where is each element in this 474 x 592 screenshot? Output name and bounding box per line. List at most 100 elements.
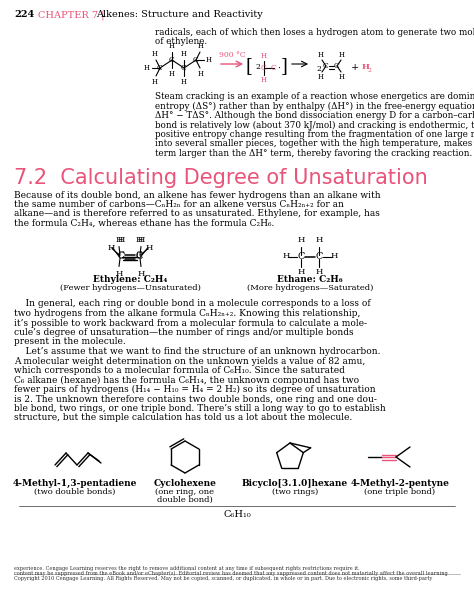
Text: H: H [115,269,123,278]
Text: H: H [146,244,153,253]
Text: ble bond, two rings, or one triple bond. There’s still a long way to go to estab: ble bond, two rings, or one triple bond.… [14,404,386,413]
Text: C: C [157,64,163,72]
Text: 2: 2 [255,63,260,71]
Text: 224: 224 [14,10,34,19]
Text: H: H [152,78,158,86]
Text: 2: 2 [316,65,321,73]
Text: C₆ alkane (hexane) has the formula C₆H₁₄, the unknown compound has two: C₆ alkane (hexane) has the formula C₆H₁₄… [14,375,359,385]
Text: of ethylene.: of ethylene. [155,37,207,47]
Text: Steam cracking is an example of a reaction whose energetics are dominated by: Steam cracking is an example of a reacti… [155,92,474,101]
Text: (two double bonds): (two double bonds) [34,488,116,496]
Text: alkane—and is therefore referred to as ​unsaturated​. Ethylene, for example, has: alkane—and is therefore referred to as ​… [14,210,380,218]
Text: C: C [297,252,305,261]
Text: Let’s assume that we want to find the structure of an unknown hydrocarbon.: Let’s assume that we want to find the st… [14,347,381,356]
Text: C: C [271,64,277,72]
Text: (Fewer hydrogens—Unsaturated): (Fewer hydrogens—Unsaturated) [60,284,201,291]
Text: H: H [318,51,324,59]
Text: entropy (ΔS°) rather than by enthalpy (ΔH°) in the free-energy equation ΔG° =: entropy (ΔS°) rather than by enthalpy (Δ… [155,101,474,111]
Text: term larger than the ΔH° term, thereby favoring the cracking reaction.: term larger than the ΔH° term, thereby f… [155,149,472,158]
Text: (one triple bond): (one triple bond) [365,488,436,496]
Text: CHAPTER 7 |: CHAPTER 7 | [38,10,104,20]
Text: 7.2  Calculating Degree of Unsaturation: 7.2 Calculating Degree of Unsaturation [14,169,428,188]
Text: (one ring, one: (one ring, one [155,488,215,496]
Text: C₆H₁₀: C₆H₁₀ [223,510,251,519]
Text: double bond): double bond) [157,496,213,504]
Text: H: H [198,70,204,78]
Text: structure, but the simple calculation has told us a lot about the molecule.: structure, but the simple calculation ha… [14,413,352,423]
Text: In general, each ring or double bond in a molecule corresponds to a loss of: In general, each ring or double bond in … [14,300,371,308]
Text: H: H [117,236,125,244]
Text: fewer pairs of hydrogens (H₁₄ − H₁₀ = H₄ = 2 H₂) so its degree of unsaturation: fewer pairs of hydrogens (H₁₄ − H₁₀ = H₄… [14,385,375,394]
Text: H: H [181,50,187,58]
Text: H: H [339,73,345,81]
Text: H: H [144,64,150,72]
Text: C: C [334,62,340,70]
Text: 900 °C: 900 °C [219,51,246,59]
Text: cule’s degree of unsaturation—the number of rings and/or multiple bonds: cule’s degree of unsaturation—the number… [14,328,354,337]
Text: content may be suppressed from the eBook and/or eChapter(s). Editorial review ha: content may be suppressed from the eBook… [14,571,448,576]
Text: Cyclohexene: Cyclohexene [154,479,217,488]
Text: H: H [297,269,305,276]
Text: bond is relatively low (about 370 kJ/mol) and cracking is endothermic, the large: bond is relatively low (about 370 kJ/mol… [155,121,474,130]
Text: (More hydrogens—Saturated): (More hydrogens—Saturated) [247,284,373,291]
Text: C: C [261,64,267,72]
Text: Ethylene: C₂H₄: Ethylene: C₂H₄ [93,275,167,284]
Text: C: C [136,251,143,260]
Text: C: C [315,252,323,261]
Text: ]: ] [281,57,287,75]
Text: H: H [339,51,345,59]
Text: C: C [181,64,187,72]
Text: Copyright 2010 Cengage Learning. All Rights Reserved. May not be copied, scanned: Copyright 2010 Cengage Learning. All Rig… [14,576,432,581]
Text: C: C [169,56,175,64]
Text: positive entropy change resulting from the fragmentation of one large molecule: positive entropy change resulting from t… [155,130,474,139]
Text: C: C [193,56,199,64]
Text: it’s possible to work backward from a molecular formula to calculate a mole-: it’s possible to work backward from a mo… [14,318,367,327]
Text: [: [ [246,57,253,75]
Text: H: H [362,63,370,71]
Text: H: H [115,236,123,243]
Text: H: H [137,236,145,243]
Text: H: H [135,236,143,244]
Text: which corresponds to a molecular formula of C₆H₁₀. Since the saturated: which corresponds to a molecular formula… [14,366,345,375]
Text: H: H [169,42,175,50]
Text: A molecular weight determination on the unknown yields a value of 82 amu,: A molecular weight determination on the … [14,356,365,365]
Text: H: H [283,253,290,260]
Text: two hydrogens from the alkane formula CₙH₂ₙ₊₂. Knowing this relationship,: two hydrogens from the alkane formula Cₙ… [14,309,360,318]
Text: (two rings): (two rings) [272,488,318,496]
Text: is 2. The unknown therefore contains two double bonds, one ring and one dou-: is 2. The unknown therefore contains two… [14,394,377,404]
Text: H: H [261,52,267,60]
Text: experience. Cengage Learning reserves the right to remove additional content at : experience. Cengage Learning reserves th… [14,566,360,571]
Text: into several smaller pieces, together with the high temperature, makes the TΔS°: into several smaller pieces, together wi… [155,140,474,149]
Text: C: C [117,252,125,261]
Text: H: H [137,269,145,278]
Text: H: H [330,253,337,260]
Text: H: H [297,236,305,244]
Text: H: H [315,269,323,276]
Text: the formula C₂H₄, whereas ethane has the formula C₂H₆.: the formula C₂H₄, whereas ethane has the… [14,219,274,228]
Text: H: H [152,50,158,58]
Text: H: H [198,42,204,50]
Text: ΔH° − TΔS°. Although the bond dissociation energy D for a carbon–carbon single: ΔH° − TΔS°. Although the bond dissociati… [155,111,474,120]
Text: radicals, each of which then loses a hydrogen atom to generate two molecules: radicals, each of which then loses a hyd… [155,28,474,37]
Text: C: C [323,62,329,70]
Text: C: C [135,252,143,261]
Text: H: H [318,73,324,81]
Text: H: H [261,76,267,84]
Text: Because of its double bond, an alkene has fewer hydrogens than an alkane with: Because of its double bond, an alkene ha… [14,191,381,200]
Text: H: H [315,236,323,244]
Text: Ethane: C₂H₆: Ethane: C₂H₆ [277,275,343,284]
Text: H: H [169,70,175,78]
Text: Bicyclo[3.1.0]hexane: Bicyclo[3.1.0]hexane [242,479,348,488]
Text: the same number of carbons—CₙH₂ₙ for an alkene versus CₙH₂ₙ₊₂ for an: the same number of carbons—CₙH₂ₙ for an … [14,200,344,209]
Text: H: H [181,78,187,86]
Text: present in the molecule.: present in the molecule. [14,337,126,346]
Text: H: H [107,244,115,253]
Text: 4-Methyl-1,3-pentadiene: 4-Methyl-1,3-pentadiene [13,479,137,488]
Text: ·: · [277,63,281,72]
Text: 4-Methyl-2-pentyne: 4-Methyl-2-pentyne [351,479,449,488]
Text: H: H [206,56,212,64]
Text: C: C [118,251,125,260]
Text: 2: 2 [368,69,372,73]
Text: Alkenes: Structure and Reactivity: Alkenes: Structure and Reactivity [96,10,263,19]
Text: +: + [351,63,359,72]
